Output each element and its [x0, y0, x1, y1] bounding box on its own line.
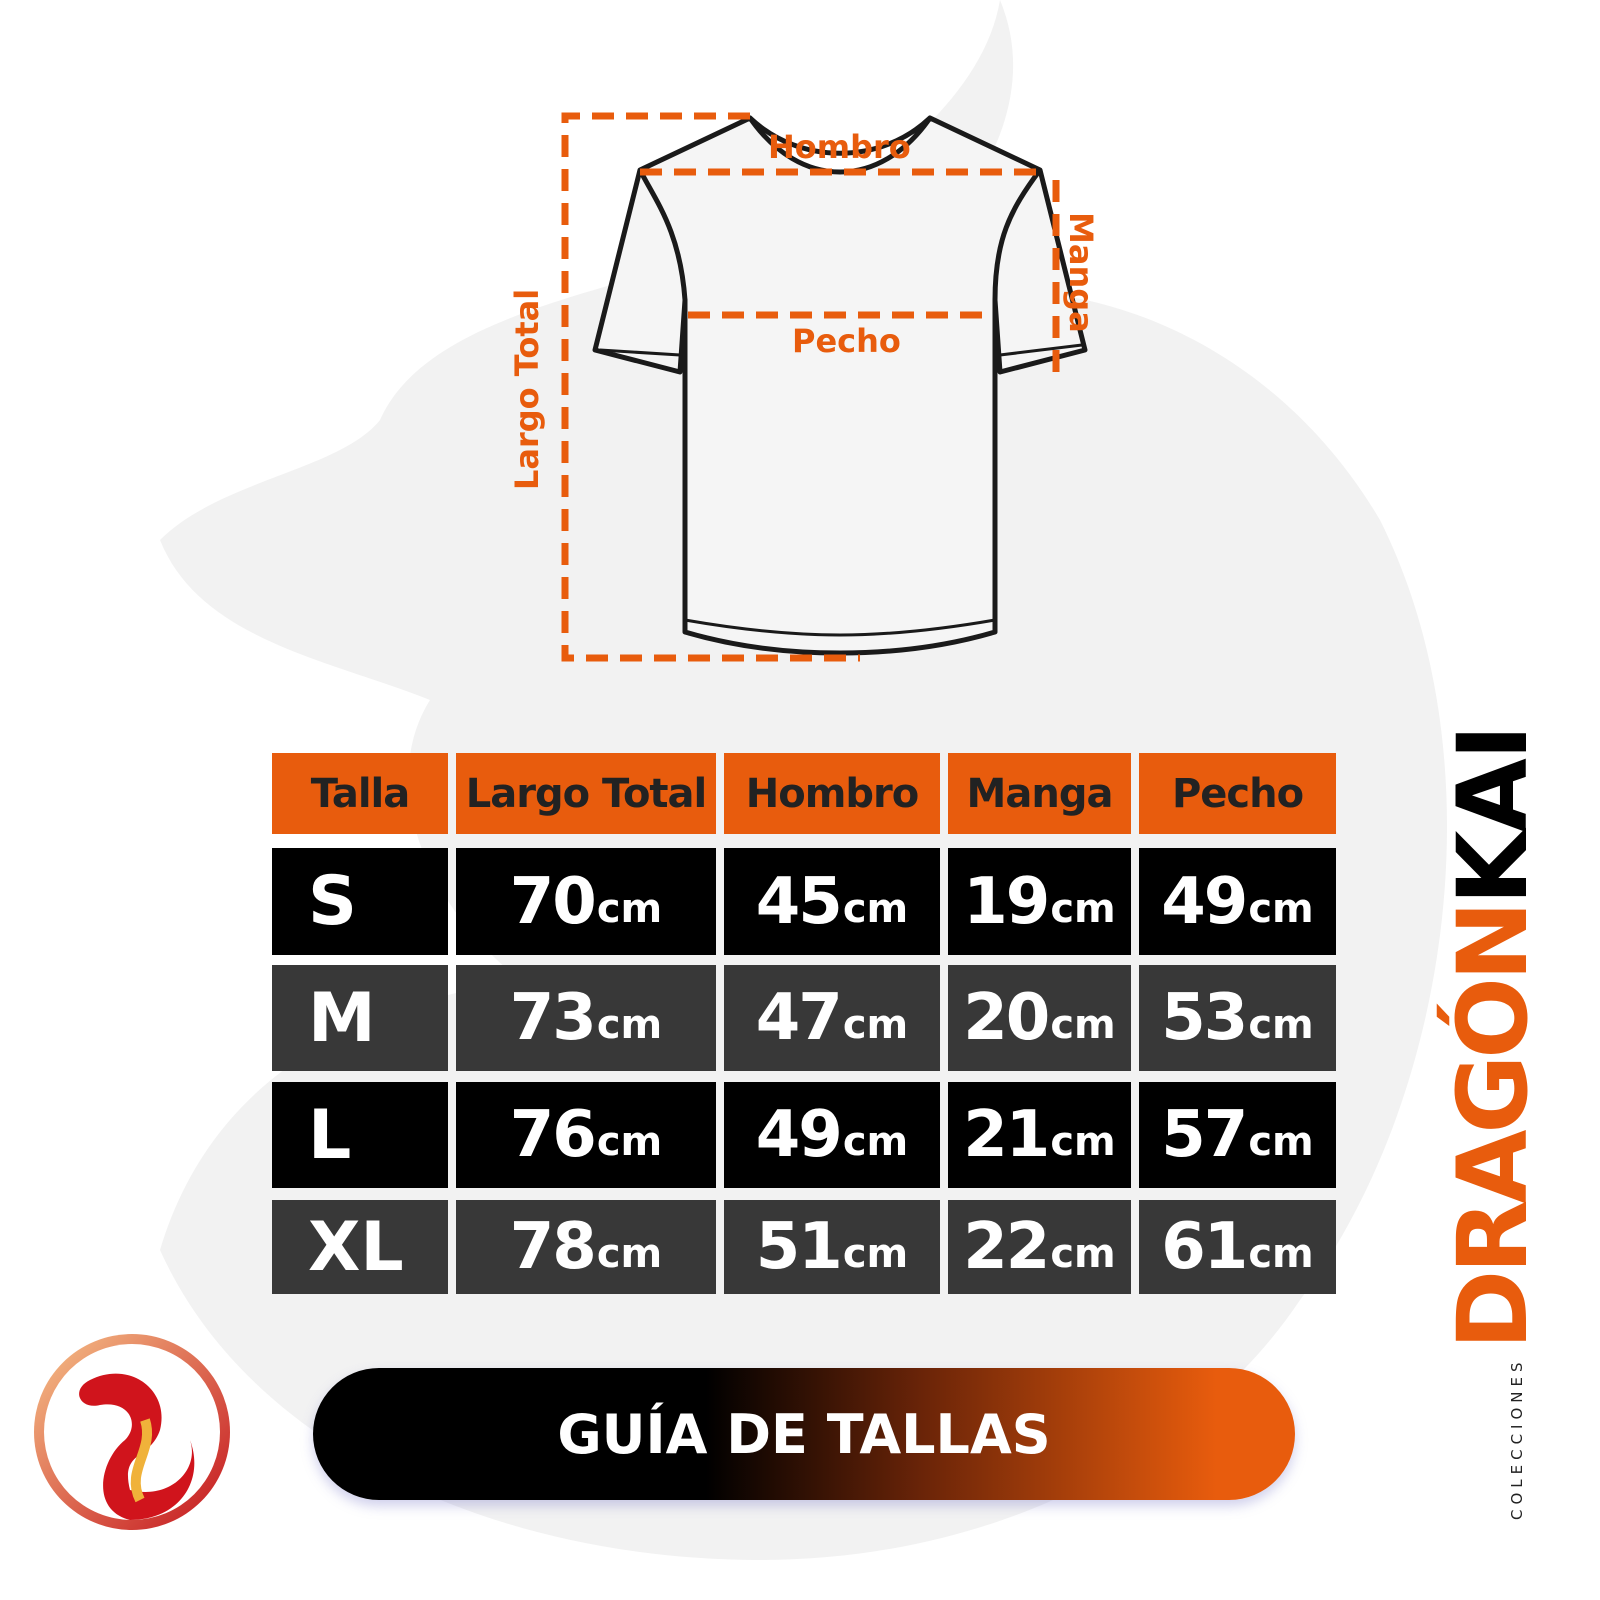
measure-cell: 76 cm: [456, 1082, 716, 1188]
measure-unit: cm: [1248, 1231, 1314, 1277]
header-cell: Largo Total: [456, 753, 716, 834]
brand-logo: COLECCIONES DRAGÓN KAI: [1437, 726, 1549, 1520]
manga-label: Manga: [1062, 212, 1100, 333]
size-guide-banner: GUÍA DE TALLAS: [313, 1368, 1295, 1500]
measure-cell: 73 cm: [456, 965, 716, 1071]
measure-unit: cm: [1050, 1231, 1116, 1277]
measure-unit: cm: [1248, 1002, 1314, 1048]
brand-name-dragon: DRAGÓN: [1437, 904, 1549, 1350]
dragon-logo: [34, 1334, 230, 1530]
measure-unit: cm: [842, 885, 909, 932]
measure-cell: 20 cm: [948, 965, 1131, 1071]
measure-unit: cm: [1050, 1119, 1116, 1165]
header-cell: Talla: [272, 753, 448, 834]
measure-unit: cm: [1050, 1002, 1116, 1048]
measure-value: 49: [1161, 864, 1248, 939]
pecho-label: Pecho: [792, 322, 901, 360]
measure-unit: cm: [596, 1231, 663, 1277]
measure-value: 21: [963, 1098, 1050, 1172]
measure-cell: 53 cm: [1139, 965, 1336, 1071]
header-label: Largo Total: [465, 770, 708, 817]
measure-cell: 70 cm: [456, 848, 716, 955]
tshirt-diagram: [561, 112, 1088, 662]
measure-cell: 61 cm: [1139, 1200, 1336, 1294]
measure-unit: cm: [1050, 885, 1116, 932]
measure-value: 61: [1161, 1210, 1248, 1284]
measure-unit: cm: [1248, 1119, 1314, 1165]
measure-unit: cm: [1248, 885, 1314, 932]
header-cell: Pecho: [1139, 753, 1336, 834]
measure-unit: cm: [842, 1231, 909, 1277]
measure-cell: 51 cm: [724, 1200, 940, 1294]
measure-cell: 22 cm: [948, 1200, 1131, 1294]
measure-value: 53: [1161, 981, 1248, 1055]
measure-cell: 47 cm: [724, 965, 940, 1071]
measure-value: 20: [963, 981, 1050, 1055]
measure-unit: cm: [596, 1119, 663, 1165]
banner-title: GUÍA DE TALLAS: [557, 1402, 1051, 1466]
measure-value: 76: [509, 1098, 597, 1172]
brand-name-kai: KAI: [1437, 726, 1549, 905]
measure-value: 49: [755, 1098, 843, 1172]
largo-total-label: Largo Total: [508, 288, 546, 490]
header-cell: Manga: [948, 753, 1131, 834]
measure-value: 57: [1161, 1098, 1248, 1172]
measure-unit: cm: [596, 885, 663, 932]
measure-value: 73: [509, 981, 597, 1055]
header-cell: Hombro: [724, 753, 940, 834]
header-label: Talla: [310, 770, 411, 817]
size-cell: M: [272, 965, 448, 1071]
header-label: Manga: [966, 770, 1114, 817]
measure-cell: 78 cm: [456, 1200, 716, 1294]
measure-cell: 57 cm: [1139, 1082, 1336, 1188]
measure-unit: cm: [842, 1119, 909, 1165]
brand-prefix: COLECCIONES: [1507, 1357, 1526, 1520]
measure-value: 47: [755, 981, 843, 1055]
measure-value: 78: [509, 1210, 597, 1284]
measure-cell: 49 cm: [1139, 848, 1336, 955]
measure-unit: cm: [842, 1002, 909, 1048]
measure-value: 22: [963, 1210, 1050, 1284]
size-cell: XL: [272, 1200, 448, 1294]
measure-value: 51: [755, 1210, 843, 1284]
hombro-label: Hombro: [768, 128, 911, 166]
measure-value: 19: [963, 864, 1050, 939]
measure-cell: 19 cm: [948, 848, 1131, 955]
measure-cell: 45 cm: [724, 848, 940, 955]
header-label: Pecho: [1171, 770, 1304, 817]
size-cell: S: [272, 848, 448, 955]
measure-cell: 21 cm: [948, 1082, 1131, 1188]
header-label: Hombro: [745, 770, 919, 817]
measure-unit: cm: [596, 1002, 663, 1048]
measure-value: 70: [509, 864, 597, 939]
measure-cell: 49 cm: [724, 1082, 940, 1188]
size-cell: L: [272, 1082, 448, 1188]
measure-value: 45: [755, 864, 843, 939]
